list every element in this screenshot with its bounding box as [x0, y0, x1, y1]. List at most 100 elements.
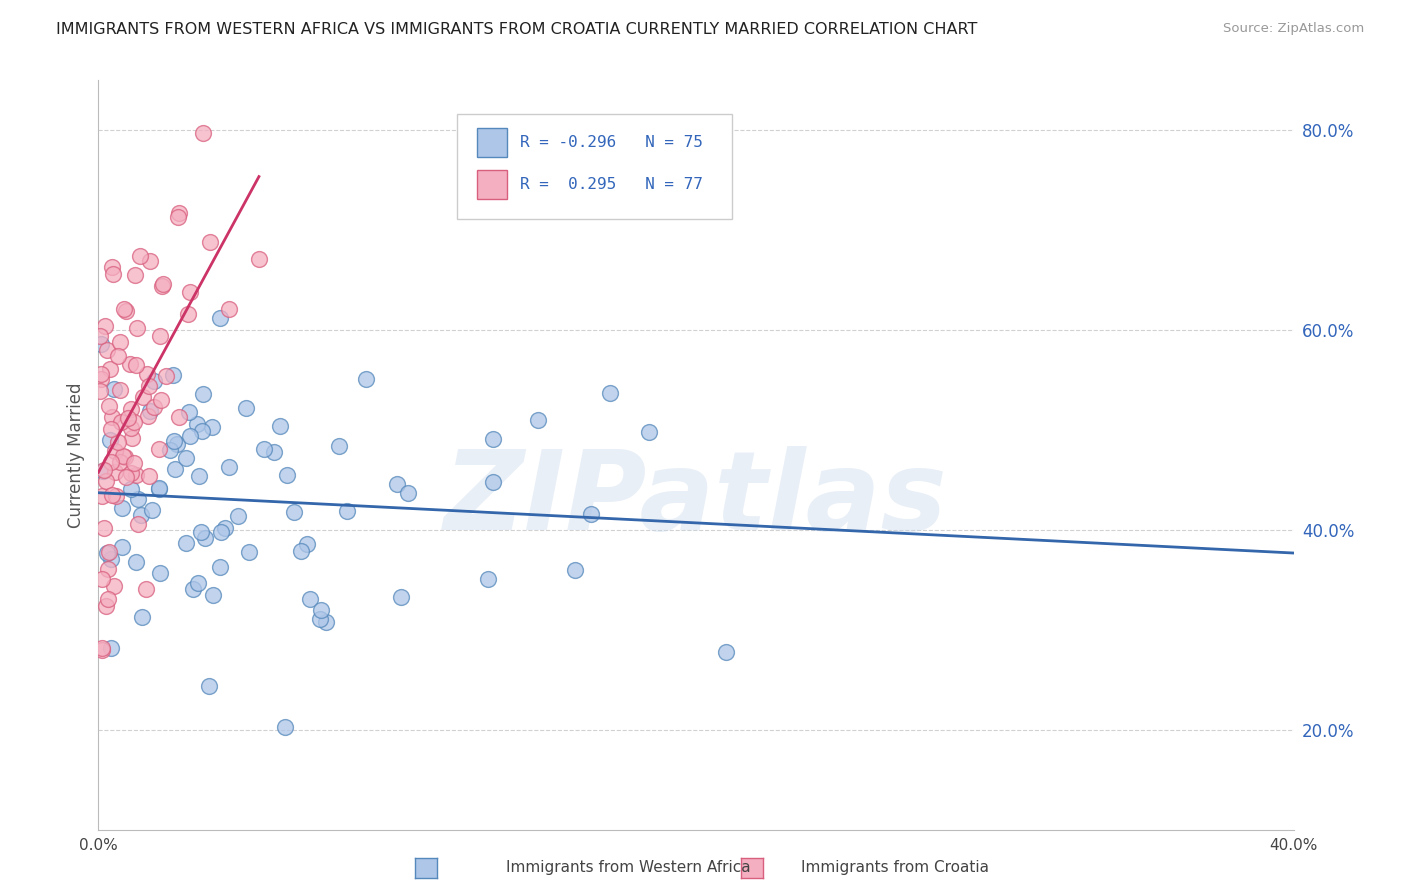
Point: [124, 358, 146, 372]
Point: [101, 267, 124, 281]
Point: [198, 235, 221, 250]
Point: [110, 383, 132, 397]
Point: [125, 321, 148, 335]
Point: [309, 602, 332, 616]
Point: [98, 361, 121, 376]
Point: [191, 424, 214, 438]
Point: [120, 482, 142, 496]
Point: [120, 466, 142, 480]
Point: [115, 304, 138, 318]
Point: [336, 503, 359, 517]
Point: [139, 253, 162, 268]
Point: [155, 369, 177, 384]
Point: [714, 645, 737, 659]
Point: [481, 432, 503, 446]
Point: [579, 507, 602, 521]
Point: [298, 592, 321, 607]
Point: [93, 319, 115, 334]
Point: [290, 544, 312, 558]
Point: [315, 615, 337, 629]
Point: [91, 640, 114, 655]
Point: [167, 211, 190, 225]
Point: [100, 552, 122, 566]
Point: [97, 399, 120, 413]
Point: [226, 509, 249, 524]
Text: IMMIGRANTS FROM WESTERN AFRICA VS IMMIGRANTS FROM CROATIA CURRENTLY MARRIED CORR: IMMIGRANTS FROM WESTERN AFRICA VS IMMIGR…: [56, 22, 977, 37]
Point: [98, 544, 121, 558]
Point: [193, 387, 215, 401]
Point: [112, 449, 135, 463]
Point: [263, 444, 285, 458]
Point: [104, 465, 127, 479]
Point: [177, 405, 200, 419]
Point: [152, 277, 174, 291]
Point: [127, 516, 149, 531]
Point: [118, 358, 141, 372]
Point: [149, 328, 172, 343]
Point: [104, 489, 127, 503]
Point: [599, 385, 621, 400]
Point: [169, 205, 191, 219]
Point: [148, 481, 170, 495]
Point: [114, 450, 136, 464]
Point: [201, 588, 224, 602]
Point: [117, 411, 139, 425]
Point: [120, 421, 142, 435]
Point: [100, 641, 122, 656]
Point: [214, 521, 236, 535]
Point: [132, 390, 155, 404]
Point: [193, 126, 215, 140]
Point: [90, 367, 112, 381]
Point: [96, 343, 118, 357]
Point: [218, 460, 240, 475]
Point: [295, 537, 318, 551]
Point: [201, 420, 224, 434]
Point: [179, 429, 201, 443]
Point: [162, 368, 184, 382]
Point: [127, 492, 149, 507]
Point: [101, 410, 124, 425]
Point: [159, 442, 181, 457]
Point: [100, 260, 122, 275]
Point: [179, 285, 201, 300]
FancyBboxPatch shape: [457, 114, 733, 219]
Point: [91, 489, 114, 503]
FancyBboxPatch shape: [477, 128, 508, 157]
Point: [128, 249, 150, 263]
Point: [142, 400, 165, 414]
Point: [138, 469, 160, 483]
Point: [163, 434, 186, 449]
Point: [564, 563, 586, 577]
Point: [188, 468, 211, 483]
Point: [143, 374, 166, 388]
Point: [91, 464, 114, 478]
Point: [218, 302, 240, 317]
Point: [276, 467, 298, 482]
Text: R = -0.296   N = 75: R = -0.296 N = 75: [520, 135, 703, 150]
Point: [387, 476, 409, 491]
Point: [150, 279, 173, 293]
Point: [527, 413, 550, 427]
Point: [120, 401, 142, 416]
FancyBboxPatch shape: [477, 170, 508, 199]
Point: [176, 450, 198, 465]
Point: [89, 384, 111, 398]
Point: [186, 417, 208, 432]
Point: [90, 372, 112, 386]
Point: [166, 437, 188, 451]
Point: [253, 442, 276, 457]
Point: [181, 582, 204, 596]
Point: [139, 404, 162, 418]
Point: [198, 679, 221, 693]
Point: [131, 508, 153, 522]
Point: [96, 546, 118, 560]
Point: [283, 505, 305, 519]
Point: [97, 591, 120, 606]
Point: [138, 379, 160, 393]
Point: [135, 582, 157, 596]
Point: [238, 544, 260, 558]
Point: [209, 311, 232, 326]
Point: [103, 382, 125, 396]
Point: [90, 336, 112, 351]
Point: [328, 438, 350, 452]
